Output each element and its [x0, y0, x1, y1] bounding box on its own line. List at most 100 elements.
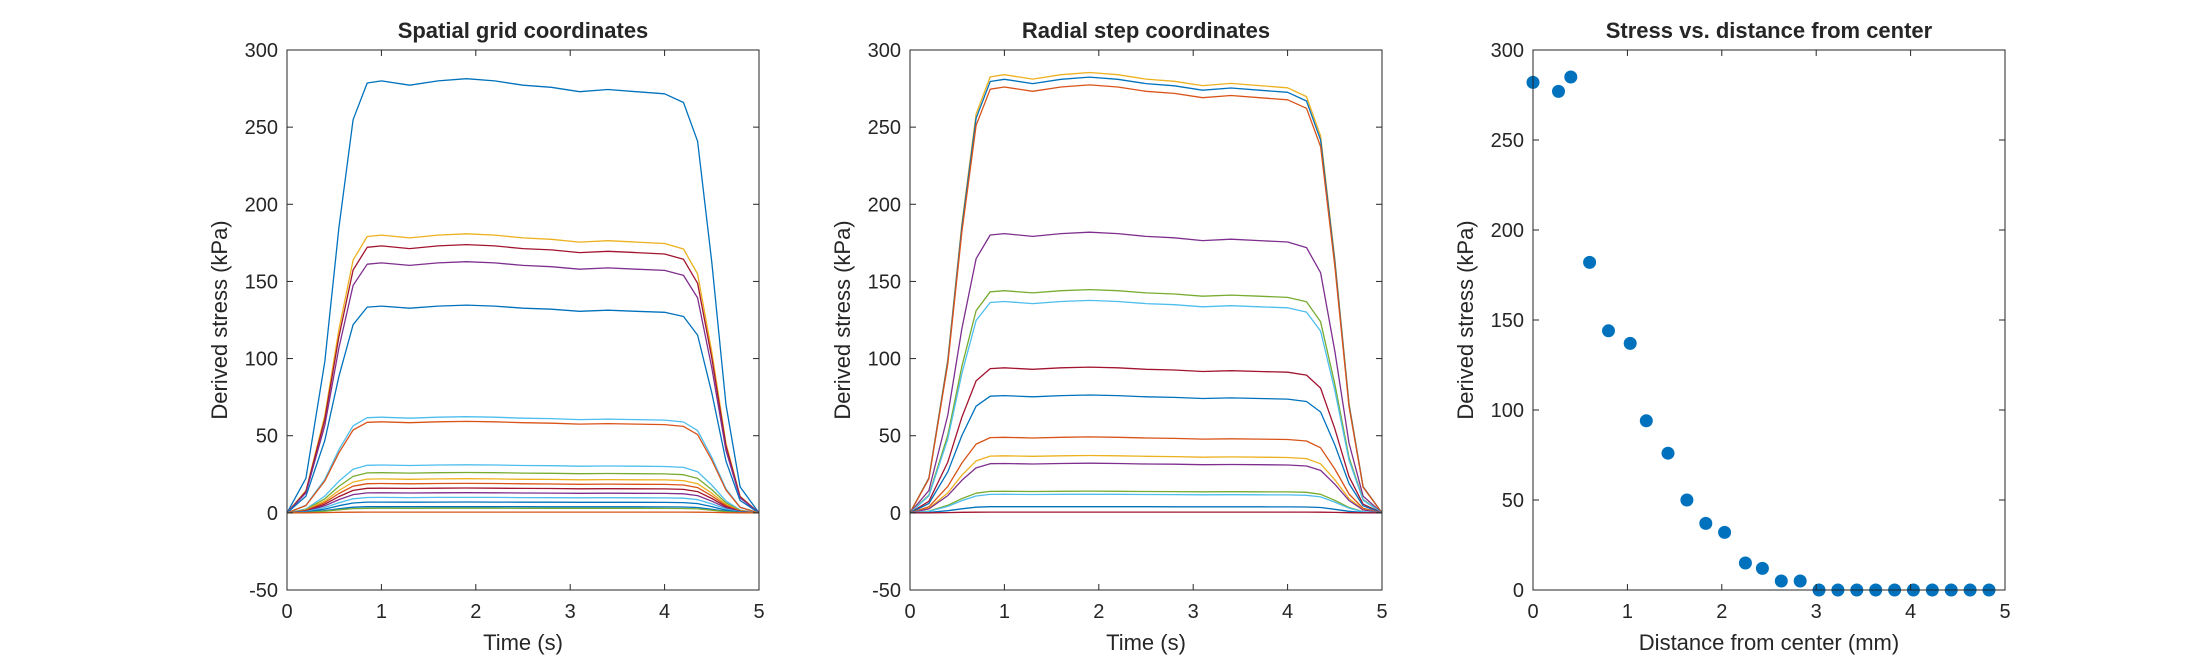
- x-axis-label: Time (s): [483, 630, 563, 655]
- y-tick-label: 300: [868, 40, 901, 62]
- y-tick-label: 50: [879, 426, 901, 448]
- scatter-point-5: [1602, 324, 1615, 338]
- scatter-point-7: [1639, 414, 1653, 428]
- y-tick-label: 150: [245, 271, 278, 293]
- y-tick-label: 0: [267, 503, 278, 525]
- series-line-7: [909, 366, 1383, 514]
- chart-title: Stress vs. distance from center: [1606, 18, 1933, 43]
- y-tick-label: 200: [868, 194, 901, 216]
- scatter-point-10: [1699, 516, 1713, 530]
- y-tick-label: 250: [245, 117, 278, 139]
- y-tick-label: -50: [249, 580, 278, 602]
- x-tick-label: 2: [1093, 601, 1104, 623]
- x-tick-label: 3: [565, 601, 576, 623]
- x-tick-label: 4: [659, 601, 670, 623]
- x-tick-label: 2: [470, 601, 481, 623]
- x-tick-label: 0: [1527, 601, 1538, 623]
- y-tick-label: 200: [245, 194, 278, 216]
- x-axis-label: Distance from center (mm): [1639, 630, 1899, 655]
- series-line-14: [909, 506, 1383, 514]
- series-line-12: [286, 487, 760, 514]
- y-tick-label: 250: [868, 117, 901, 139]
- y-tick-label: 100: [245, 349, 278, 371]
- series-line-13: [286, 492, 760, 514]
- data-layer: [286, 78, 760, 514]
- y-tick-label: 250: [1491, 130, 1524, 152]
- x-tick-label: 5: [1999, 601, 2010, 623]
- scatter-point-4: [1583, 255, 1597, 269]
- x-tick-label: 5: [1376, 601, 1387, 623]
- series-line-3: [909, 84, 1383, 514]
- scatter-point-15: [1793, 574, 1807, 588]
- series-line-7: [286, 420, 760, 514]
- x-tick-label: 1: [1622, 601, 1633, 623]
- y-tick-label: 50: [1502, 490, 1524, 512]
- series-line-3: [286, 243, 760, 514]
- series-line-9: [909, 436, 1383, 514]
- scatter-point-9: [1680, 493, 1694, 507]
- series-line-17: [286, 507, 760, 514]
- y-tick-label: -50: [872, 580, 901, 602]
- series-line-2: [909, 76, 1383, 514]
- x-tick-label: 5: [753, 601, 764, 623]
- data-layer: [909, 71, 1383, 514]
- y-tick-label: 150: [1491, 310, 1524, 332]
- series-line-12: [909, 490, 1383, 514]
- series-line-5: [286, 304, 760, 514]
- y-tick-label: 50: [256, 426, 278, 448]
- x-tick-label: 3: [1811, 601, 1822, 623]
- series-line-8: [909, 394, 1383, 514]
- scatter-point-2: [1552, 84, 1565, 98]
- series-line-11: [909, 462, 1383, 514]
- y-tick-label: 300: [1491, 40, 1524, 62]
- chart-title: Radial step coordinates: [1022, 18, 1270, 43]
- plot-area: [1532, 49, 2006, 591]
- series-line-13: [909, 493, 1383, 514]
- series-line-14: [286, 496, 760, 514]
- y-tick-label: 100: [868, 349, 901, 371]
- chart-title: Spatial grid coordinates: [398, 18, 649, 43]
- axes-box: [286, 49, 760, 591]
- scatter-point-3: [1564, 70, 1578, 84]
- series-line-2: [286, 233, 760, 514]
- series-line-6: [909, 299, 1383, 514]
- scatter-point-14: [1774, 574, 1788, 588]
- series-line-15: [286, 501, 760, 514]
- series-line-5: [909, 288, 1383, 514]
- y-tick-label: 200: [1491, 220, 1524, 242]
- x-tick-label: 4: [1905, 601, 1916, 623]
- scatter-point-6: [1623, 336, 1637, 350]
- series-line-1: [286, 78, 760, 514]
- scatter-point-11: [1718, 525, 1732, 539]
- series-line-6: [286, 416, 760, 514]
- scatter-point-8: [1661, 446, 1675, 460]
- y-tick-label: 100: [1491, 400, 1524, 422]
- x-tick-label: 4: [1282, 601, 1293, 623]
- series-line-16: [286, 506, 760, 514]
- y-axis-label: Derived stress (kPa): [1453, 220, 1478, 419]
- x-tick-label: 1: [376, 601, 387, 623]
- y-axis-label: Derived stress (kPa): [830, 220, 855, 419]
- scatter-point-13: [1755, 561, 1769, 575]
- series-line-15: [909, 511, 1383, 514]
- series-line-10: [909, 454, 1383, 514]
- y-tick-label: 0: [890, 503, 901, 525]
- y-tick-label: 150: [868, 271, 901, 293]
- x-tick-label: 2: [1716, 601, 1727, 623]
- plot-area: [909, 49, 1383, 591]
- x-tick-label: 0: [281, 601, 292, 623]
- series-line-8: [286, 464, 760, 514]
- series-line-9: [286, 471, 760, 514]
- scatter-point-12: [1738, 556, 1752, 570]
- series-line-4: [286, 261, 760, 514]
- x-axis-label: Time (s): [1106, 630, 1186, 655]
- x-tick-label: 3: [1188, 601, 1199, 623]
- plot-area: [286, 49, 760, 591]
- series-line-18: [286, 511, 760, 514]
- x-tick-label: 0: [904, 601, 915, 623]
- axes-box: [909, 49, 1383, 591]
